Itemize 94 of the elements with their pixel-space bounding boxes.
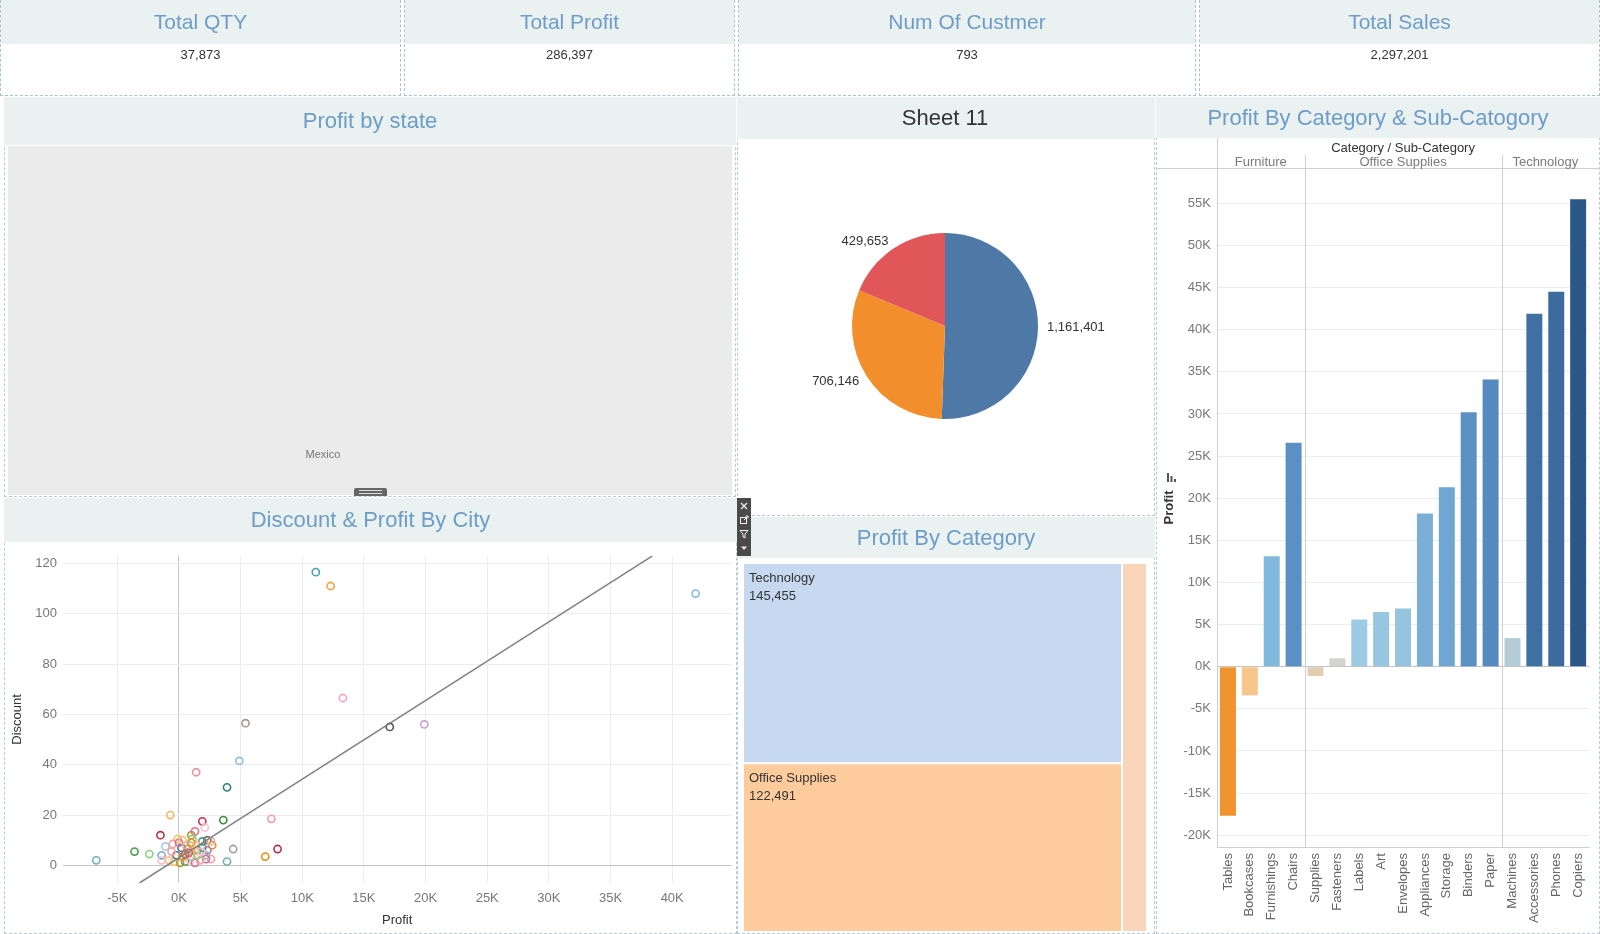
bar bbox=[1504, 638, 1521, 667]
x-tick-label: 30K bbox=[537, 890, 561, 906]
data-label: 122,491 bbox=[749, 788, 796, 804]
x-tick-label: Phones bbox=[1547, 852, 1563, 898]
x-tick-label: Tables bbox=[1219, 852, 1235, 891]
bar bbox=[1219, 667, 1236, 816]
bar bbox=[1416, 513, 1433, 667]
x-tick-label: 0K bbox=[170, 890, 188, 906]
category-label: Num Of Custmer bbox=[888, 10, 1046, 34]
y-tick-label: 35K bbox=[1187, 363, 1212, 379]
x-tick-label: Furnishings bbox=[1263, 852, 1279, 921]
x-tick-label: -5K bbox=[107, 890, 128, 906]
y-tick-label: 25K bbox=[1187, 447, 1212, 463]
bar bbox=[1548, 291, 1565, 667]
x-tick-label: Appliances bbox=[1416, 852, 1432, 917]
bar bbox=[1526, 313, 1543, 667]
y-tick-label: 0K bbox=[1195, 658, 1212, 674]
x-tick-label: Storage bbox=[1438, 853, 1454, 899]
y-axis-title: Discount bbox=[9, 693, 25, 745]
data-label: 793 bbox=[956, 46, 978, 62]
y-tick-label: 20 bbox=[42, 806, 57, 822]
y-tick-label: 100 bbox=[35, 605, 57, 621]
category-label: Total Profit bbox=[519, 10, 620, 34]
text: Profit by state bbox=[302, 108, 438, 134]
x-tick-label: Envelopes bbox=[1394, 852, 1410, 914]
x-tick-label: Labels bbox=[1350, 852, 1366, 892]
bar bbox=[1460, 412, 1477, 667]
x-tick-label: 25K bbox=[475, 890, 500, 906]
bar bbox=[1241, 667, 1258, 696]
x-tick-label: Binders bbox=[1460, 852, 1476, 898]
y-tick-label: 40 bbox=[42, 756, 57, 772]
y-tick-label: 45K bbox=[1187, 279, 1212, 295]
y-tick-label: 30K bbox=[1187, 405, 1212, 421]
x-tick-label: Copiers bbox=[1569, 852, 1585, 898]
y-tick-label: 50K bbox=[1187, 237, 1212, 253]
x-tick-label: Supplies bbox=[1307, 852, 1323, 903]
category-label: Technology bbox=[749, 570, 816, 585]
y-tick-label: 60 bbox=[42, 705, 57, 721]
category-label: Total Sales bbox=[1348, 10, 1451, 34]
y-tick-label: 40K bbox=[1187, 321, 1212, 337]
chart-title: Sheet 11 bbox=[901, 105, 989, 131]
y-axis-title: Profit bbox=[1161, 489, 1177, 525]
bar bbox=[1307, 667, 1324, 676]
data-label: 145,455 bbox=[749, 588, 796, 603]
x-tick-label: Bookcases bbox=[1241, 852, 1257, 917]
x-axis-title: Profit bbox=[382, 911, 413, 927]
bar bbox=[1570, 199, 1587, 667]
bar bbox=[1263, 556, 1280, 667]
bar bbox=[1438, 487, 1455, 667]
chart-title: Discount & Profit By City bbox=[250, 507, 491, 533]
y-tick-label: 20K bbox=[1187, 489, 1212, 505]
bar bbox=[1329, 658, 1346, 667]
y-tick-label: 10K bbox=[1187, 574, 1212, 590]
x-tick-label: 20K bbox=[413, 890, 438, 906]
x-tick-label: Fasteners bbox=[1328, 852, 1344, 911]
x-tick-label: Accessories bbox=[1525, 852, 1541, 924]
chart-title: Profit By Category & Sub-Catogory bbox=[1207, 104, 1549, 131]
annotation: Technology bbox=[1512, 153, 1579, 169]
x-tick-label: 40K bbox=[660, 890, 685, 906]
data-label: 706,146 bbox=[812, 372, 860, 388]
y-tick-label: -10K bbox=[1183, 742, 1212, 758]
category-label: Total QTY bbox=[153, 10, 248, 34]
y-tick-label: 0 bbox=[49, 856, 57, 872]
data-label: 2,297,201 bbox=[1370, 46, 1429, 62]
text: Mexico bbox=[305, 448, 341, 460]
data-label: 429,653 bbox=[841, 232, 889, 248]
data-label: 286,397 bbox=[546, 46, 593, 62]
annotation: Furniture bbox=[1234, 153, 1287, 169]
x-tick-label: Chairs bbox=[1285, 852, 1301, 891]
y-tick-label: -15K bbox=[1183, 784, 1212, 800]
bar bbox=[1351, 619, 1368, 667]
y-tick-label: 80 bbox=[42, 655, 57, 671]
bar bbox=[1395, 608, 1412, 667]
x-tick-label: Machines bbox=[1504, 852, 1520, 909]
x-tick-label: Art bbox=[1372, 852, 1388, 870]
x-tick-label: 5K bbox=[232, 890, 249, 906]
y-tick-label: 15K bbox=[1187, 531, 1212, 547]
x-tick-label: Paper bbox=[1482, 852, 1498, 888]
y-tick-label: 5K bbox=[1195, 616, 1212, 632]
data-label: 1,161,401 bbox=[1046, 319, 1105, 335]
x-tick-label: 10K bbox=[290, 890, 315, 906]
bar bbox=[1482, 379, 1499, 667]
text: Profit By Category bbox=[856, 524, 1036, 551]
bar bbox=[1373, 611, 1390, 667]
x-tick-label: 35K bbox=[598, 890, 623, 906]
x-axis-title: Category / Sub-Category bbox=[1331, 139, 1476, 155]
category-label: Office Supplies bbox=[749, 770, 837, 786]
x-tick-label: 15K bbox=[352, 890, 376, 906]
y-tick-label: -20K bbox=[1183, 826, 1212, 842]
y-tick-label: -5K bbox=[1190, 700, 1212, 716]
data-label: 37,873 bbox=[180, 46, 221, 62]
y-tick-label: 55K bbox=[1187, 194, 1212, 210]
y-tick-label: 120 bbox=[35, 554, 57, 570]
bar bbox=[1285, 442, 1302, 667]
